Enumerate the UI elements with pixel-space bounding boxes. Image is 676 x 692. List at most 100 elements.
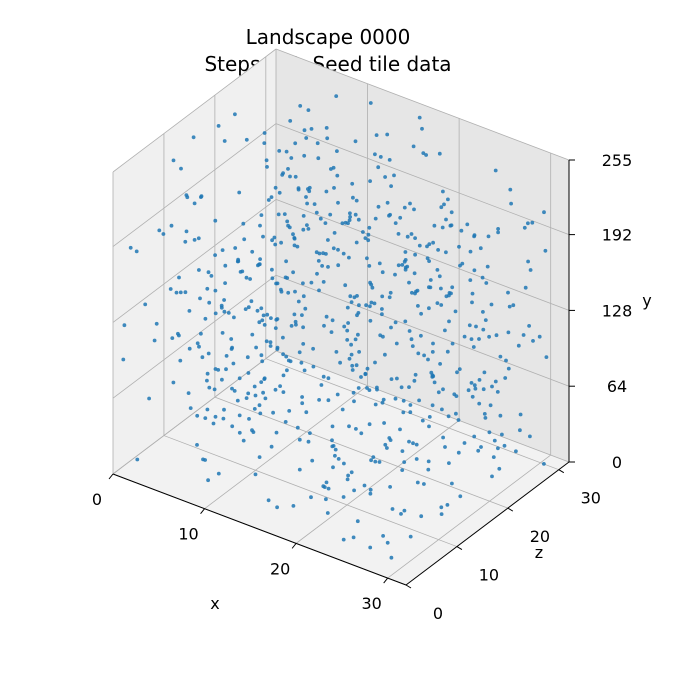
data-point xyxy=(370,285,375,290)
data-point xyxy=(250,428,254,433)
data-point xyxy=(324,189,329,194)
data-point xyxy=(359,375,363,379)
data-point xyxy=(284,149,289,154)
data-point xyxy=(413,291,417,296)
data-point xyxy=(430,373,435,378)
data-point xyxy=(161,232,166,236)
data-point xyxy=(330,444,335,449)
data-point xyxy=(393,396,398,401)
grid-line-y xyxy=(275,48,570,161)
data-point xyxy=(232,389,237,393)
data-point xyxy=(311,364,316,369)
data-point xyxy=(500,432,504,437)
data-point xyxy=(394,341,399,346)
data-point xyxy=(435,268,440,272)
data-point xyxy=(229,347,234,351)
data-point xyxy=(295,425,300,430)
data-point xyxy=(458,494,463,499)
data-point xyxy=(385,540,390,545)
data-point xyxy=(286,358,291,363)
data-point xyxy=(279,287,283,292)
data-point xyxy=(301,325,305,330)
data-point xyxy=(340,221,345,226)
data-point xyxy=(297,467,302,472)
data-point xyxy=(485,264,490,269)
data-point xyxy=(408,534,413,539)
data-point xyxy=(302,368,307,373)
data-point xyxy=(259,306,264,311)
data-point xyxy=(443,328,447,333)
data-point xyxy=(293,141,298,146)
data-point xyxy=(407,385,411,389)
data-point xyxy=(351,195,355,200)
data-point xyxy=(332,186,336,190)
data-point xyxy=(195,341,200,346)
data-point xyxy=(468,249,473,254)
data-point xyxy=(496,230,500,235)
data-point xyxy=(213,288,218,293)
data-point xyxy=(402,205,407,210)
data-point xyxy=(506,366,511,371)
data-point xyxy=(349,470,354,475)
data-point xyxy=(338,360,342,365)
data-point xyxy=(206,270,211,275)
data-point xyxy=(509,201,513,206)
tick-labels: 0 10 20 30 0 10 20 30 0 64 128 192 255 xyxy=(92,151,632,623)
data-point xyxy=(328,212,333,217)
data-point xyxy=(237,413,242,418)
data-point xyxy=(268,344,273,348)
data-point xyxy=(387,295,392,300)
data-point xyxy=(246,391,251,396)
data-point xyxy=(262,131,267,135)
data-point xyxy=(369,300,374,305)
data-point xyxy=(291,232,295,237)
data-point xyxy=(388,290,393,295)
y-axis-label: y xyxy=(642,291,651,310)
data-point xyxy=(365,256,369,261)
data-point xyxy=(336,457,341,461)
data-point xyxy=(252,384,257,389)
data-point xyxy=(135,457,140,462)
data-point xyxy=(447,319,451,324)
data-point xyxy=(205,371,210,376)
data-point xyxy=(143,302,148,307)
data-point xyxy=(279,240,283,245)
data-point xyxy=(273,242,278,247)
data-point xyxy=(385,446,389,450)
data-point xyxy=(417,115,422,120)
data-point xyxy=(516,343,521,348)
data-point xyxy=(383,352,387,357)
z-tick-label: 30 xyxy=(581,489,601,508)
data-point xyxy=(200,355,205,360)
data-point xyxy=(349,342,353,347)
data-point xyxy=(450,481,454,486)
data-point xyxy=(518,412,523,417)
data-point xyxy=(462,441,467,445)
data-point xyxy=(312,202,317,207)
data-point xyxy=(249,299,254,304)
data-point xyxy=(409,232,414,236)
data-point xyxy=(353,337,358,342)
data-point xyxy=(273,387,278,392)
data-point xyxy=(498,413,503,418)
data-point xyxy=(245,355,250,360)
data-point xyxy=(363,371,368,376)
data-point xyxy=(291,504,296,508)
data-point xyxy=(299,360,304,365)
data-point xyxy=(346,473,350,478)
data-point xyxy=(261,313,266,318)
data-point xyxy=(287,409,292,413)
data-point xyxy=(270,238,274,243)
data-point xyxy=(253,393,258,398)
data-point xyxy=(292,236,297,241)
grid-line-z xyxy=(163,435,458,547)
data-point xyxy=(203,316,208,321)
data-point xyxy=(356,386,361,390)
z-tick-label: 10 xyxy=(479,566,499,585)
data-point xyxy=(400,449,405,453)
data-point xyxy=(470,394,475,399)
data-point xyxy=(350,181,355,186)
data-point xyxy=(366,232,371,237)
data-point xyxy=(431,341,435,346)
data-point xyxy=(410,344,415,348)
